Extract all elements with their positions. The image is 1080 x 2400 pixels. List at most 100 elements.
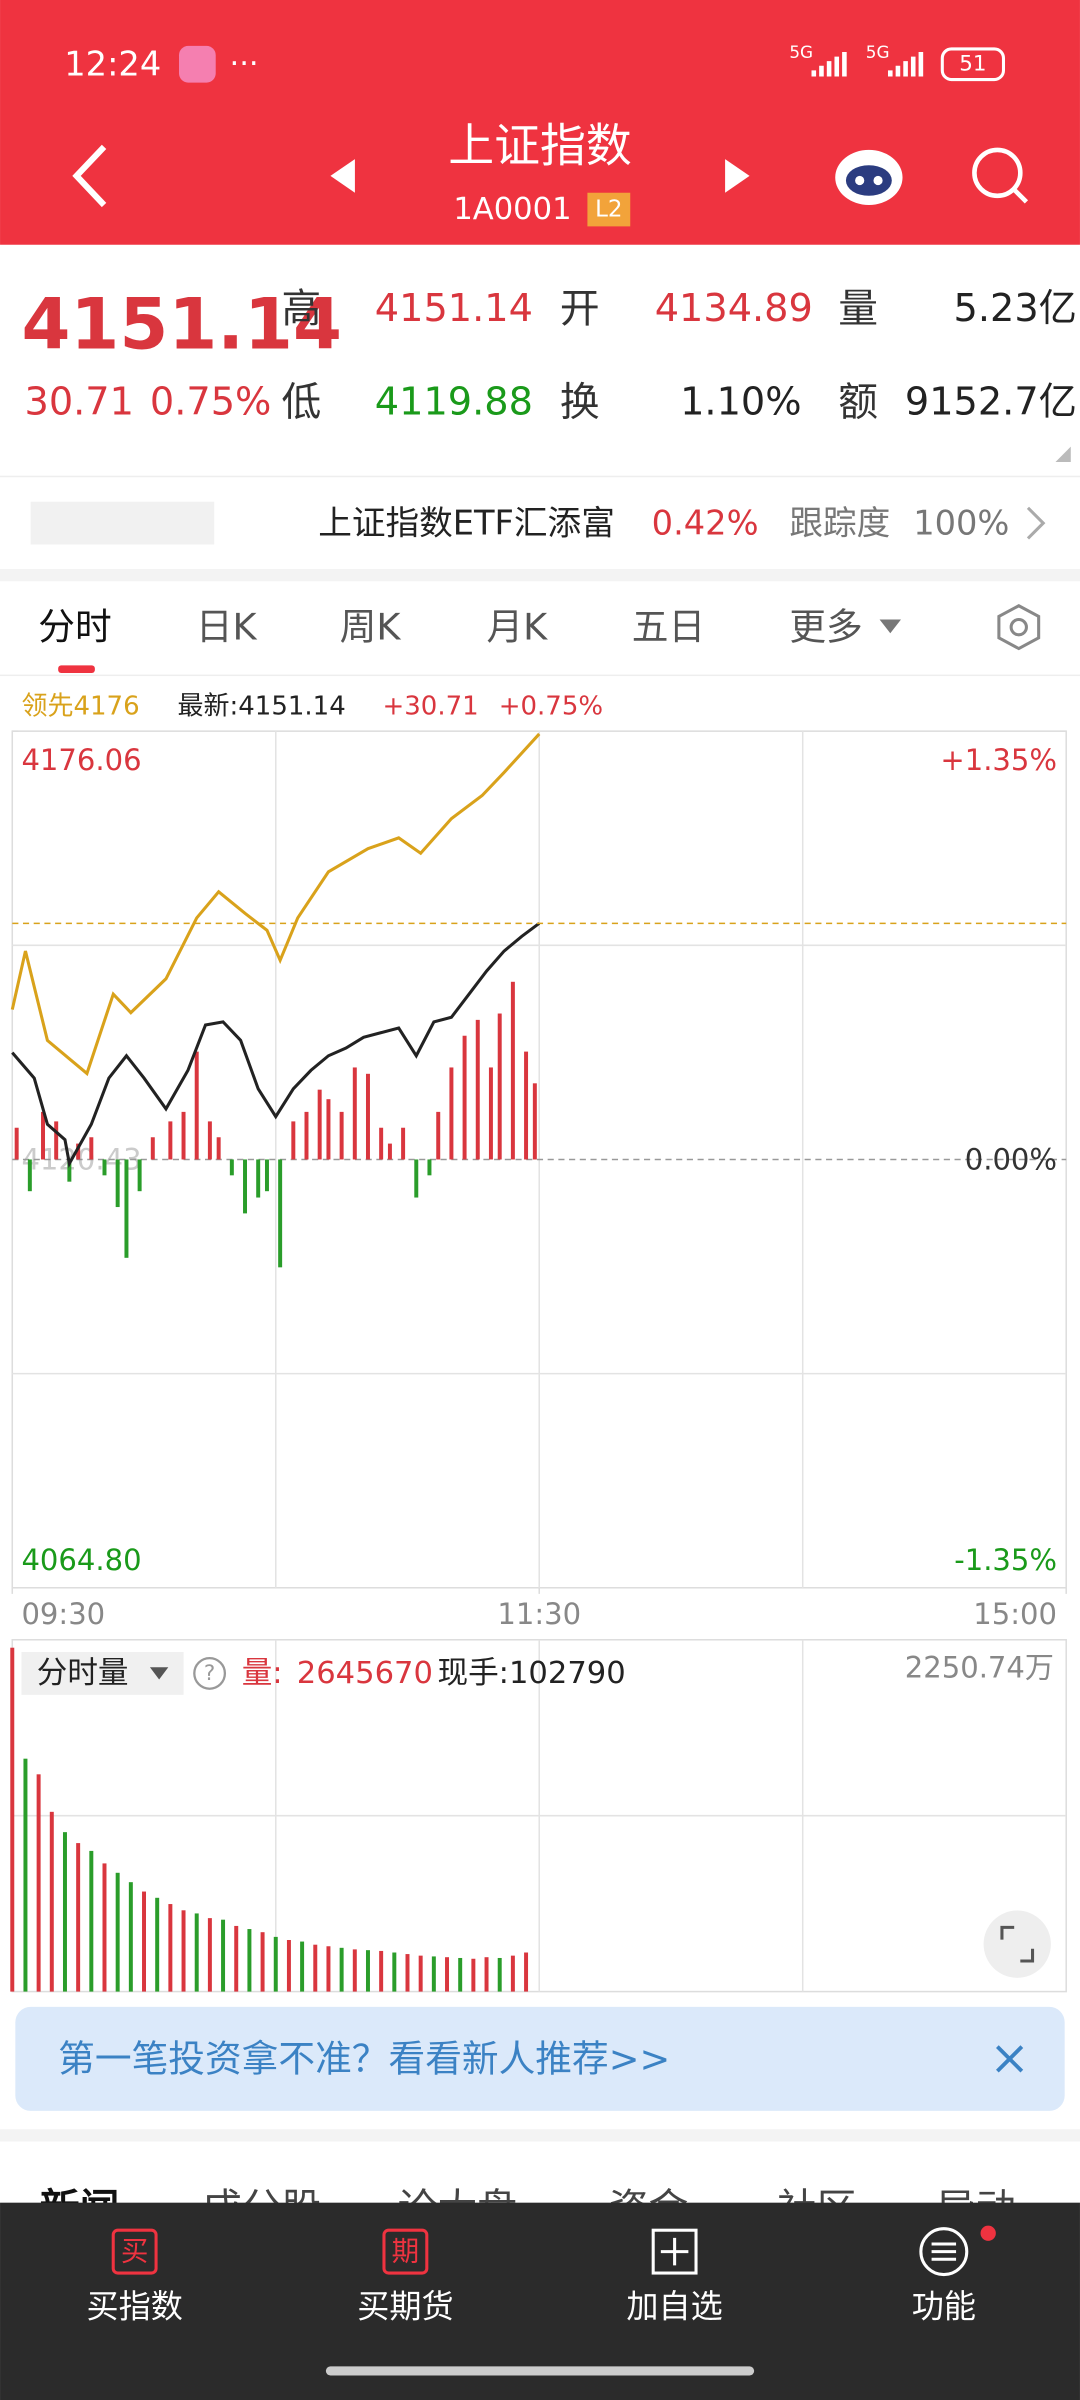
value: 1.10% [680, 380, 801, 424]
value: 5.23亿 [954, 287, 1077, 331]
bar [67, 1159, 72, 1182]
nav-item[interactable]: 买指数 [86, 2288, 182, 2326]
etf-pct: 0.42% [652, 504, 759, 543]
home-indicator [325, 2366, 755, 2376]
nav-icon: 买 [121, 2236, 149, 2268]
bar [115, 1872, 120, 1992]
y2-tick-label: +1.35% [940, 743, 1057, 777]
back-button[interactable] [72, 144, 107, 208]
value: 4119.88 [375, 380, 533, 424]
bar [510, 1955, 515, 1992]
tab[interactable]: 五日 [632, 606, 705, 649]
bar [128, 1882, 133, 1992]
tab-indicator [58, 665, 95, 674]
bar [471, 1958, 476, 1992]
expand-corner[interactable] [1055, 446, 1071, 462]
close-button[interactable] [996, 2045, 1024, 2073]
bar [475, 1019, 480, 1160]
settings-button[interactable] [997, 603, 1041, 651]
divider [0, 475, 1080, 478]
bar [524, 1051, 529, 1160]
nav-item[interactable]: 买期货 [357, 2288, 453, 2326]
nav-item[interactable]: 加自选 [626, 2288, 722, 2326]
bar [115, 1159, 120, 1208]
etf-name[interactable]: 上证指数ETF汇添富 [318, 504, 615, 543]
price-line [11, 922, 541, 1168]
bar [278, 1159, 283, 1268]
bar [137, 1159, 142, 1192]
divider [0, 2129, 1080, 2142]
signal-icon [887, 52, 924, 77]
bar [326, 1099, 331, 1160]
volume-value: 2645670 [297, 1656, 433, 1691]
nav-icon [651, 2228, 698, 2275]
bar [436, 1111, 441, 1160]
bar [365, 1073, 370, 1160]
volume-selector[interactable]: 分时量 [37, 1656, 129, 1691]
bar [286, 1940, 291, 1992]
battery-level: 51 [959, 52, 986, 77]
chevron[interactable] [1026, 506, 1046, 540]
nav-icon [919, 2225, 996, 2277]
label: 低 [281, 379, 321, 425]
dropdown-arrow [149, 1667, 169, 1680]
label: 额 [838, 379, 878, 425]
label: 高 [281, 286, 321, 332]
net-label: 5G [866, 42, 890, 62]
tab[interactable]: 更多 [789, 606, 862, 649]
bar [304, 1111, 309, 1160]
bar [449, 1067, 454, 1160]
bar [181, 1111, 186, 1160]
signal-icon [811, 52, 847, 77]
tab[interactable]: 日K [196, 606, 258, 649]
bar [41, 1111, 46, 1160]
bar [102, 1863, 107, 1992]
bar [264, 1159, 269, 1192]
legend-pct: +0.75% [499, 692, 603, 722]
blurred-logo [30, 501, 215, 545]
banner-bg[interactable] [15, 2006, 1065, 2111]
bar [207, 1918, 212, 1992]
bar [273, 1936, 278, 1992]
bar [339, 1947, 344, 1992]
help[interactable]: ? [204, 1661, 215, 1686]
tab[interactable]: 月K [486, 606, 548, 649]
bar [243, 1159, 248, 1214]
badge-bg [587, 192, 631, 227]
search-button[interactable] [972, 147, 1029, 204]
bar [427, 1159, 432, 1176]
bar [89, 1137, 94, 1160]
y-tick-label: 4064.80 [21, 1543, 141, 1577]
bar [207, 1121, 212, 1160]
bar [256, 1159, 261, 1198]
divider [0, 674, 1080, 677]
bar [414, 1159, 419, 1198]
tab[interactable]: 分时 [38, 606, 111, 649]
value: 4151.14 [375, 287, 533, 331]
bar [150, 1137, 155, 1160]
legend-change: +30.71 [382, 692, 478, 722]
index-title: 上证指数 [448, 118, 632, 172]
legend-latest: 最新:4151.14 [177, 692, 345, 722]
nav-icon-box [111, 2228, 158, 2275]
nav-item[interactable]: 功能 [912, 2288, 976, 2326]
next-button[interactable] [725, 159, 750, 193]
bar [524, 1952, 529, 1992]
prev-button[interactable] [330, 159, 355, 193]
label: 量 [838, 286, 878, 332]
volume-label: 量: [242, 1656, 283, 1691]
nav-icon: 期 [392, 2236, 420, 2268]
bar [458, 1957, 463, 1992]
fullscreen-button[interactable] [983, 1910, 1051, 1978]
tab[interactable]: 周K [340, 606, 402, 649]
price: 4151.14 [21, 283, 341, 365]
value: 4134.89 [655, 287, 813, 331]
help-circle[interactable] [193, 1656, 227, 1690]
track-label: 跟踪度 [789, 504, 890, 543]
bar [401, 1127, 406, 1160]
bar [124, 1159, 129, 1258]
banner-text[interactable]: 第一笔投资拿不准？看看新人推荐>> [58, 2037, 670, 2080]
bar [431, 1956, 436, 1992]
assistant-icon[interactable] [835, 149, 903, 205]
